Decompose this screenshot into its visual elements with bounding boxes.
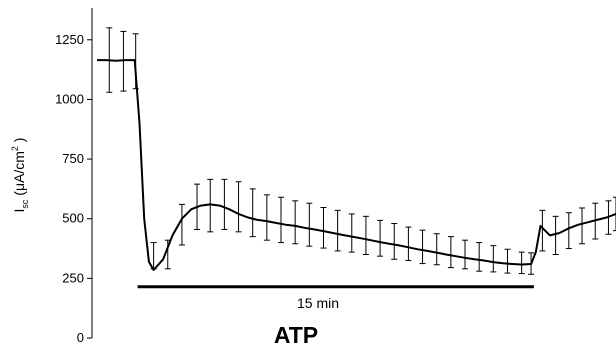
stimulus-label: ATP (274, 322, 318, 348)
y-axis-title-close: ) (11, 138, 27, 147)
series (97, 59, 616, 271)
y-tick-label: 1250 (55, 32, 84, 47)
y-axis-title-superscript: 2 (10, 146, 20, 151)
y-tick-label: 0 (77, 330, 84, 345)
y-tick-label: 750 (62, 151, 84, 166)
y-tick-label: 500 (62, 211, 84, 226)
y-ticks: 0 250 500 750 1000 1250 (55, 32, 92, 345)
y-axis-title: Isc (μA/cm2 ) (10, 138, 30, 213)
isc-trace-line (97, 59, 616, 271)
y-axis-title-subscript: sc (20, 199, 30, 209)
y-axis-title-main: I (11, 209, 27, 213)
y-tick-label: 250 (62, 270, 84, 285)
y-tick-label: 1000 (55, 91, 84, 106)
duration-label: 15 min (297, 295, 339, 311)
y-axis-title-unit: (μA/cm (11, 151, 27, 200)
